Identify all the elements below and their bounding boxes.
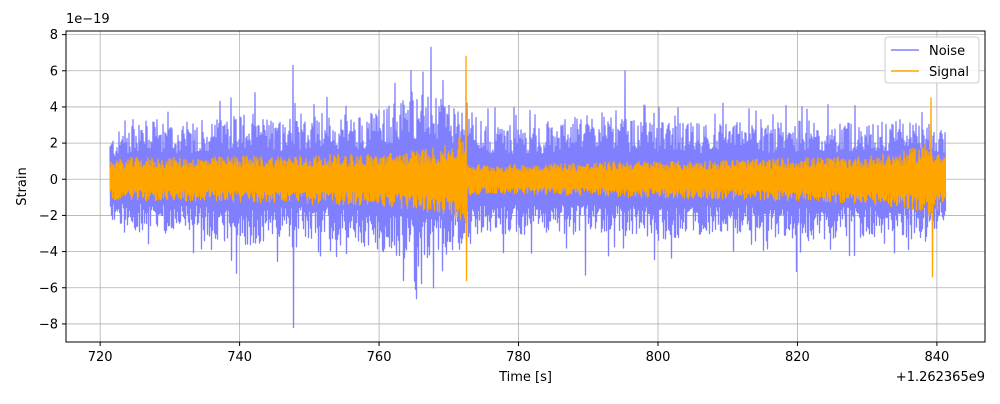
y-tick-label: 4: [50, 100, 58, 115]
y-tick-label: 2: [50, 137, 58, 152]
x-tick-label: 820: [785, 350, 810, 365]
legend-label-noise: Noise: [929, 44, 965, 59]
y-tick-label: −8: [39, 317, 58, 332]
x-tick-label: 720: [88, 350, 113, 365]
x-offset-label: +1.262365e9: [896, 370, 985, 385]
x-axis-ticks: 720 740 760 780 800 820 840: [88, 342, 949, 365]
data-layer: [109, 46, 947, 329]
x-tick-label: 760: [367, 350, 392, 365]
y-tick-label: −4: [39, 245, 58, 260]
y-tick-label: 8: [50, 28, 58, 43]
y-scale-label: 1e−19: [66, 12, 110, 27]
x-tick-label: 840: [924, 350, 949, 365]
y-axis-ticks: −8 −6 −4 −2 0 2 4 6 8: [39, 28, 66, 332]
x-tick-label: 780: [506, 350, 531, 365]
y-tick-label: −2: [39, 209, 58, 224]
y-tick-label: 0: [50, 173, 58, 188]
y-tick-label: −6: [39, 281, 58, 296]
series-line-signal: [109, 55, 947, 282]
y-axis-label: Strain: [15, 167, 30, 206]
legend-label-signal: Signal: [929, 65, 969, 80]
x-tick-label: 740: [227, 350, 252, 365]
x-tick-label: 800: [646, 350, 671, 365]
legend: Noise Signal: [884, 36, 980, 84]
x-axis-label: Time [s]: [498, 370, 552, 385]
plot-area-frame: [65, 30, 986, 343]
y-tick-label: 6: [50, 64, 58, 79]
